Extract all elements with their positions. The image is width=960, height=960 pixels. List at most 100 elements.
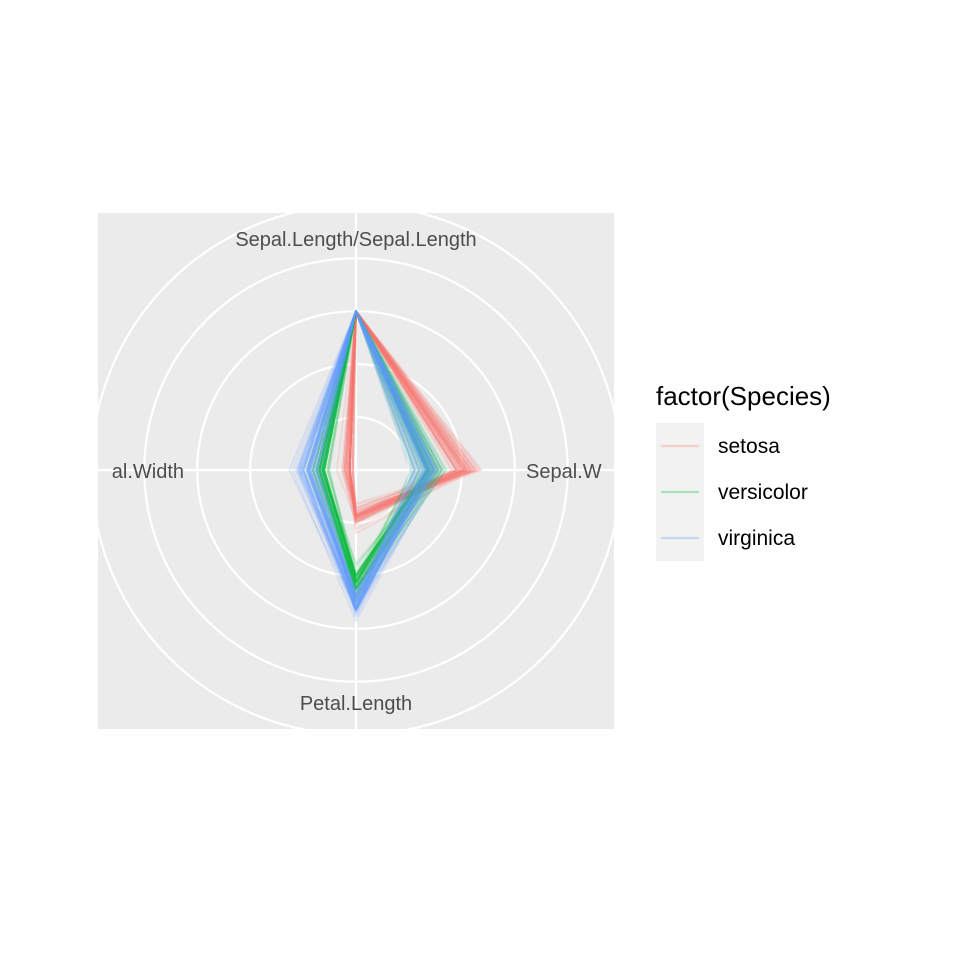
profile-setosa-42 [343,310,438,518]
axis-labels: Sepal.Length/Sepal.Length Sepal.W Petal.Le… [112,229,602,715]
profile-virginica-24 [308,310,426,595]
profile-setosa-29 [348,310,461,514]
profile-versicolor-25 [323,310,429,578]
profile-setosa-5 [348,310,472,516]
profile-versicolor-44 [323,310,431,576]
profile-virginica-29 [302,310,427,611]
profile-virginica-49 [296,310,445,610]
profile-setosa-17 [343,310,472,510]
profile-virginica-12 [307,310,424,603]
profile-virginica-30 [320,310,424,600]
series-setosa [335,310,483,535]
profile-versicolor-20 [323,310,429,583]
profile-versicolor-34 [312,310,429,606]
profile-versicolor-23 [316,310,421,595]
profile-versicolor-41 [320,310,432,599]
profile-versicolor-33 [321,310,432,578]
profile-versicolor-49 [320,310,435,565]
profile-setosa-36 [348,310,459,510]
profile-setosa-45 [342,310,477,530]
profile-virginica-7 [299,310,438,618]
profile-versicolor-16 [321,310,431,576]
profile-setosa-6 [343,310,472,521]
profile-setosa-41 [345,310,469,513]
profile-versicolor-36 [312,310,448,591]
legend-item-setosa: setosa [656,423,780,469]
profile-versicolor-3 [320,310,429,584]
legend-item-versicolor: versicolor [656,469,808,515]
profile-versicolor-31 [323,310,427,581]
profile-versicolor-15 [318,310,440,573]
profile-versicolor-1 [323,310,431,578]
profile-virginica-50 [305,310,438,608]
profile-setosa-40 [348,310,464,518]
profile-versicolor-35 [310,310,446,603]
profile-versicolor-26 [321,310,429,578]
profile-setosa-3 [348,310,465,516]
profile-virginica-19 [307,310,411,614]
profile-setosa-44 [335,310,469,522]
profile-versicolor-46 [321,310,442,589]
profile-setosa-32 [343,310,458,516]
profile-setosa-48 [348,310,469,519]
profile-virginica-38 [310,310,434,608]
profile-virginica-20 [315,310,416,603]
profile-virginica-1 [291,310,440,622]
profile-virginica-25 [305,310,435,606]
profile-virginica-42 [302,310,429,589]
profile-setosa-25 [348,310,470,535]
profile-versicolor-17 [312,310,443,599]
profile-setosa-4 [348,310,464,524]
profile-setosa-50 [348,310,462,516]
profile-setosa-1 [348,310,467,516]
profile-virginica-21 [302,310,431,603]
profile-virginica-17 [310,310,431,606]
profile-virginica-22 [297,310,437,611]
profile-virginica-15 [288,310,434,611]
profile-versicolor-12 [315,310,438,584]
profile-versicolor-9 [323,310,427,583]
profile-virginica-2 [302,310,432,611]
profile-versicolor-4 [316,310,424,587]
profile-setosa-39 [347,310,465,519]
profile-virginica-31 [313,310,418,602]
profile-setosa-13 [351,310,458,518]
profile-setosa-2 [348,310,454,518]
profile-setosa-28 [348,310,464,518]
profile-virginica-18 [308,310,435,610]
profile-versicolor-19 [316,310,413,587]
profile-virginica-37 [294,310,443,613]
profile-setosa-19 [347,310,464,519]
series-versicolor [305,310,448,606]
profile-versicolor-37 [320,310,431,583]
profile-setosa-21 [348,310,458,521]
profile-setosa-47 [348,310,477,521]
profile-versicolor-8 [323,310,435,578]
profile-setosa-24 [340,310,461,524]
profile-virginica-47 [307,310,421,597]
profile-setosa-8 [348,310,465,519]
profile-versicolor-11 [323,310,421,583]
profile-virginica-40 [307,310,429,595]
profile-virginica-39 [307,310,437,599]
profile-setosa-15 [350,310,467,505]
profile-setosa-10 [351,310,458,521]
legend-label: versicolor [718,481,808,504]
profile-setosa-9 [347,310,462,522]
profile-virginica-27 [308,310,429,594]
profile-versicolor-30 [326,310,431,568]
profile-setosa-7 [345,310,475,519]
profile-virginica-8 [315,310,421,608]
profile-setosa-11 [348,310,467,516]
profile-virginica-34 [316,310,427,600]
profile-setosa-37 [348,310,459,510]
legend-label: virginica [718,527,795,550]
profile-versicolor-13 [328,310,416,578]
legend-label: setosa [718,435,780,458]
profile-virginica-26 [315,310,427,603]
profile-virginica-36 [307,310,419,597]
profile-virginica-48 [305,310,431,599]
profile-versicolor-29 [315,310,434,591]
profile-virginica-5 [301,310,431,613]
